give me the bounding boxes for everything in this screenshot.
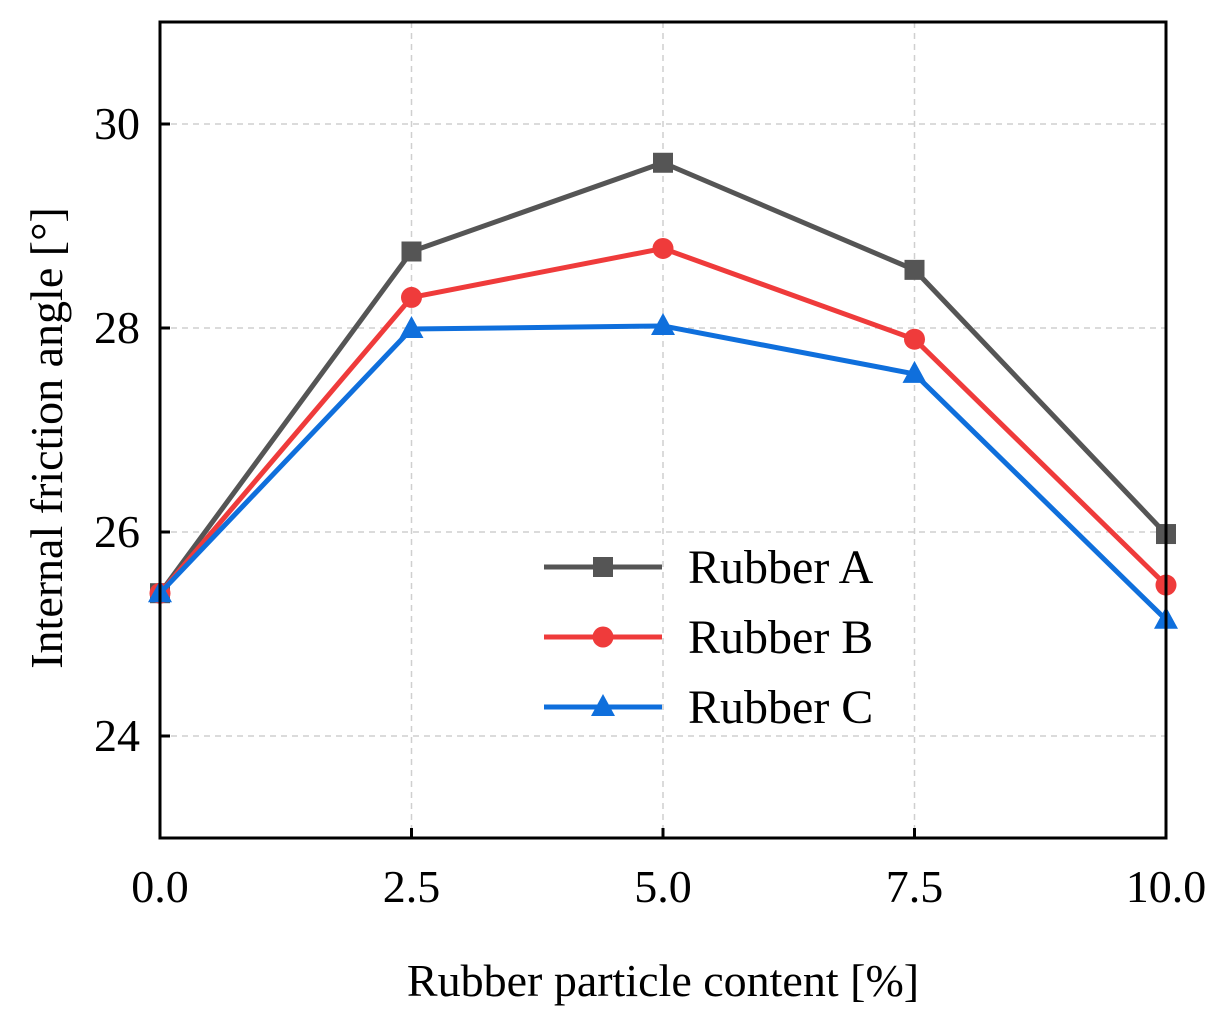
data-point (902, 360, 927, 383)
x-tick-label: 5.0 (634, 861, 692, 912)
data-point (653, 152, 673, 173)
data-point (401, 286, 422, 308)
grid-layer (160, 22, 1166, 838)
legend-marker (593, 557, 613, 577)
legend-label: Rubber B (688, 611, 873, 664)
x-tick-label: 10.0 (1126, 861, 1207, 912)
x-tick-label: 0.0 (131, 861, 189, 912)
data-point (652, 237, 674, 259)
legend-item: Rubber A (544, 541, 874, 594)
legend-item: Rubber C (544, 681, 873, 734)
y-axis-title: Internal friction angle [°] (21, 207, 72, 669)
tick-layer: 0.0 2.5 5.0 7.5 10.0 24 26 28 30 (94, 98, 1206, 912)
data-point (399, 316, 424, 339)
x-axis-title: Rubber particle content [%] (407, 955, 919, 1006)
y-tick-label: 26 (94, 506, 140, 557)
legend-marker (592, 626, 614, 648)
legend-label: Rubber C (688, 681, 873, 734)
legend-marker (591, 694, 615, 716)
legend-label: Rubber A (688, 541, 874, 594)
x-tick-label: 7.5 (886, 861, 944, 912)
data-point (401, 241, 422, 262)
data-point (904, 328, 925, 350)
data-point (904, 259, 925, 280)
y-tick-label: 24 (94, 710, 140, 761)
data-point (651, 312, 675, 335)
series-rubber-c (148, 312, 1178, 629)
legend: Rubber A Rubber B Rubber C (544, 541, 874, 734)
legend-item: Rubber B (544, 611, 873, 664)
y-tick-label: 28 (94, 302, 140, 353)
x-tick-label: 2.5 (383, 861, 441, 912)
y-tick-label: 30 (94, 98, 140, 149)
